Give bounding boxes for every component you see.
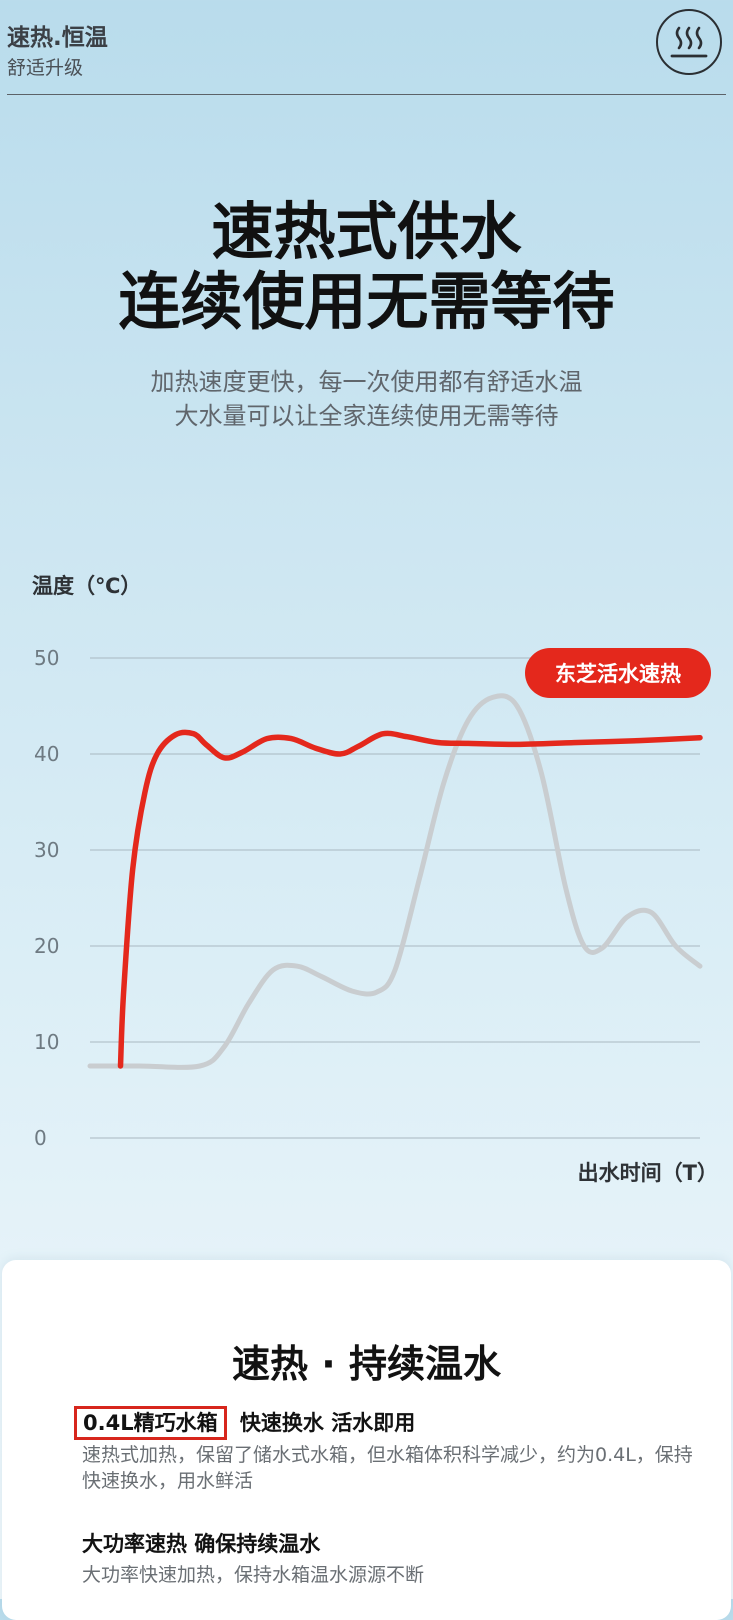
page-subtitle: 舒适升级 — [7, 57, 84, 79]
y-tick-label: 10 — [34, 1030, 59, 1054]
feature-card: 速热 · 持续温水 0.4L精巧水箱 快速换水 活水即用 速热式加热，保留了储水… — [2, 1260, 731, 1620]
feature1-rest: 快速换水 活水即用 — [239, 1411, 416, 1435]
y-tick-label: 20 — [34, 934, 59, 958]
x-axis-label: 出水时间（T） — [578, 1161, 718, 1185]
legend-label: 东芝活水速热 — [555, 662, 681, 686]
temperature-chart: 温度（℃） 0 10 20 30 40 50 出水时间（T） 东芝活水速热 — [0, 560, 733, 1220]
feature2-heading: 大功率速热 确保持续温水 — [82, 1532, 321, 1556]
header-divider — [7, 94, 726, 95]
y-tick-label: 40 — [34, 742, 59, 766]
series-line-comparison — [87, 693, 703, 1070]
y-axis-label: 温度（℃） — [32, 574, 141, 598]
legend-badge — [525, 648, 711, 698]
feature1-desc: 速热式加热，保留了储水式水箱，但水箱体积科学减少，约为0.4L，保持快速换水，用… — [82, 1444, 693, 1492]
feature2-desc: 大功率快速加热，保持水箱温水源源不断 — [82, 1564, 425, 1586]
y-tick-label: 0 — [34, 1126, 47, 1150]
hero-title-line1: 速热式供水 — [211, 195, 522, 268]
heat-waves-icon[interactable] — [656, 9, 722, 75]
chart-svg: 温度（℃） 0 10 20 30 40 50 出水时间（T） 东芝活水速热 — [32, 574, 718, 1185]
y-tick-label: 50 — [34, 646, 59, 670]
feature1-heading: 0.4L精巧水箱 快速换水 活水即用 — [74, 1406, 416, 1440]
page-header: 速热.恒温 舒适升级 — [0, 0, 733, 95]
hero-desc-line1: 加热速度更快，每一次使用都有舒适水温 — [150, 368, 583, 396]
hero-desc-line2: 大水量可以让全家连续使用无需等待 — [174, 402, 559, 430]
card-title: 速热 · 持续温水 — [232, 1342, 501, 1386]
hero-title-line2: 连续使用无需等待 — [118, 265, 615, 338]
page-title: 速热.恒温 — [7, 25, 108, 51]
series-line-toshiba — [117, 729, 703, 1069]
feature1-highlight: 0.4L精巧水箱 — [74, 1406, 227, 1440]
y-tick-label: 30 — [34, 838, 59, 862]
